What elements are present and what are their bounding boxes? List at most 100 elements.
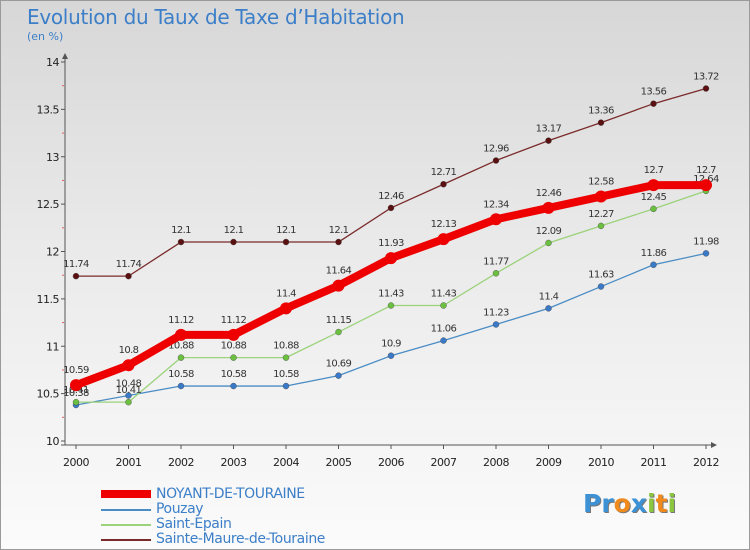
data-point [700, 179, 712, 192]
y-tick-label: 10.5 [37, 388, 60, 401]
x-tick-label: 2012 [693, 456, 719, 469]
legend-label-sainte-maure: Sainte-Maure-de-Touraine [156, 531, 326, 547]
data-point [595, 190, 607, 203]
data-point [282, 238, 290, 246]
y-axis-arrow [62, 53, 68, 59]
legend-swatch-noyant [101, 490, 151, 498]
data-point [125, 392, 132, 399]
data-point [492, 157, 500, 164]
data-label: 12.34 [483, 199, 509, 210]
legend: NOYANT-DE-TOURAINE Pouzay Saint-Epain Sa… [101, 486, 401, 547]
data-label: 11.23 [483, 307, 509, 318]
data-point [437, 233, 450, 246]
data-label: 12.7 [696, 165, 716, 176]
data-label: 10.58 [168, 369, 194, 380]
data-point [440, 337, 447, 344]
data-point [385, 252, 397, 265]
logo-letter: t [655, 489, 668, 518]
data-point [280, 302, 292, 315]
data-point [335, 328, 342, 336]
data-point [70, 379, 82, 392]
data-point [72, 398, 80, 406]
data-point [490, 213, 502, 226]
data-label: 12.27 [588, 209, 614, 220]
logo-letter: i [667, 489, 677, 518]
data-point [702, 250, 710, 257]
legend-label-pouzay: Pouzay [156, 501, 204, 517]
logo-letter: o [613, 489, 631, 518]
data-label: 11.77 [483, 256, 509, 267]
data-label: 11.43 [431, 289, 457, 300]
data-point [545, 305, 552, 312]
data-label: 11.12 [221, 315, 247, 326]
data-point [650, 261, 657, 268]
data-point [650, 100, 657, 107]
data-point [597, 222, 605, 230]
x-tick-label: 2010 [588, 456, 614, 469]
x-tick-label: 2011 [641, 456, 667, 469]
data-label: 12.46 [378, 191, 404, 202]
data-label: 10.38 [63, 388, 89, 399]
data-point [387, 352, 395, 359]
data-point [440, 181, 447, 188]
chart-title: Evolution du Taux de Taxe d’Habitation [27, 5, 405, 29]
legend-label-noyant: NOYANT-DE-TOURAINE [156, 486, 305, 502]
data-point [542, 201, 555, 214]
data-label: 10.69 [326, 359, 352, 370]
data-point [72, 272, 80, 280]
data-point [125, 398, 132, 406]
data-label: 10.58 [273, 369, 299, 380]
data-label: 13.56 [641, 87, 667, 98]
data-point [332, 279, 345, 292]
data-label: 12.45 [641, 192, 667, 203]
x-tick-label: 2007 [431, 456, 457, 469]
data-point [492, 321, 500, 328]
x-tick-label: 2001 [116, 456, 142, 469]
x-axis-arrow [711, 442, 717, 448]
data-label: 11.4 [539, 291, 559, 302]
data-label: 10.58 [221, 369, 247, 380]
legend-swatch-saint-epain [101, 524, 151, 526]
data-point [230, 354, 237, 361]
y-tick-label: 13.5 [37, 103, 60, 116]
data-point [282, 354, 290, 361]
data-label: 11.86 [641, 248, 667, 259]
x-tick-label: 2009 [536, 456, 562, 469]
data-point [175, 328, 187, 341]
x-tick-label: 2003 [221, 456, 247, 469]
data-label: 13.17 [536, 124, 562, 135]
data-label: 12.1 [329, 225, 349, 236]
x-tick-label: 2000 [63, 456, 89, 469]
data-label: 11.63 [588, 270, 614, 281]
y-tick-label: 14 [46, 56, 59, 69]
data-label: 11.93 [378, 238, 404, 249]
data-point [227, 328, 240, 341]
data-point [122, 359, 135, 372]
data-point [230, 382, 237, 390]
data-point [230, 238, 237, 246]
data-point [282, 382, 290, 390]
data-label: 12.13 [431, 219, 457, 230]
data-label: 11.64 [326, 266, 352, 277]
data-point [597, 283, 605, 290]
data-point [647, 179, 660, 192]
proxiti-logo: Proxiti [583, 489, 676, 518]
data-label: 11.43 [378, 289, 404, 300]
data-label: 11.74 [116, 259, 142, 270]
data-point [335, 372, 342, 379]
data-point [492, 270, 500, 277]
data-point [387, 204, 395, 212]
data-label: 10.48 [116, 379, 142, 390]
data-label: 11.15 [326, 315, 352, 326]
data-label: 12.71 [431, 167, 457, 178]
data-point [177, 238, 185, 246]
legend-swatch-sainte-maure [101, 539, 151, 541]
y-tick-label: 11.5 [37, 293, 60, 306]
y-tick-label: 10 [46, 435, 59, 448]
logo-letter: r [601, 489, 614, 518]
x-tick-label: 2005 [326, 456, 352, 469]
data-label: 13.36 [588, 106, 614, 117]
data-label: 12.7 [644, 165, 664, 176]
data-point [125, 272, 132, 280]
